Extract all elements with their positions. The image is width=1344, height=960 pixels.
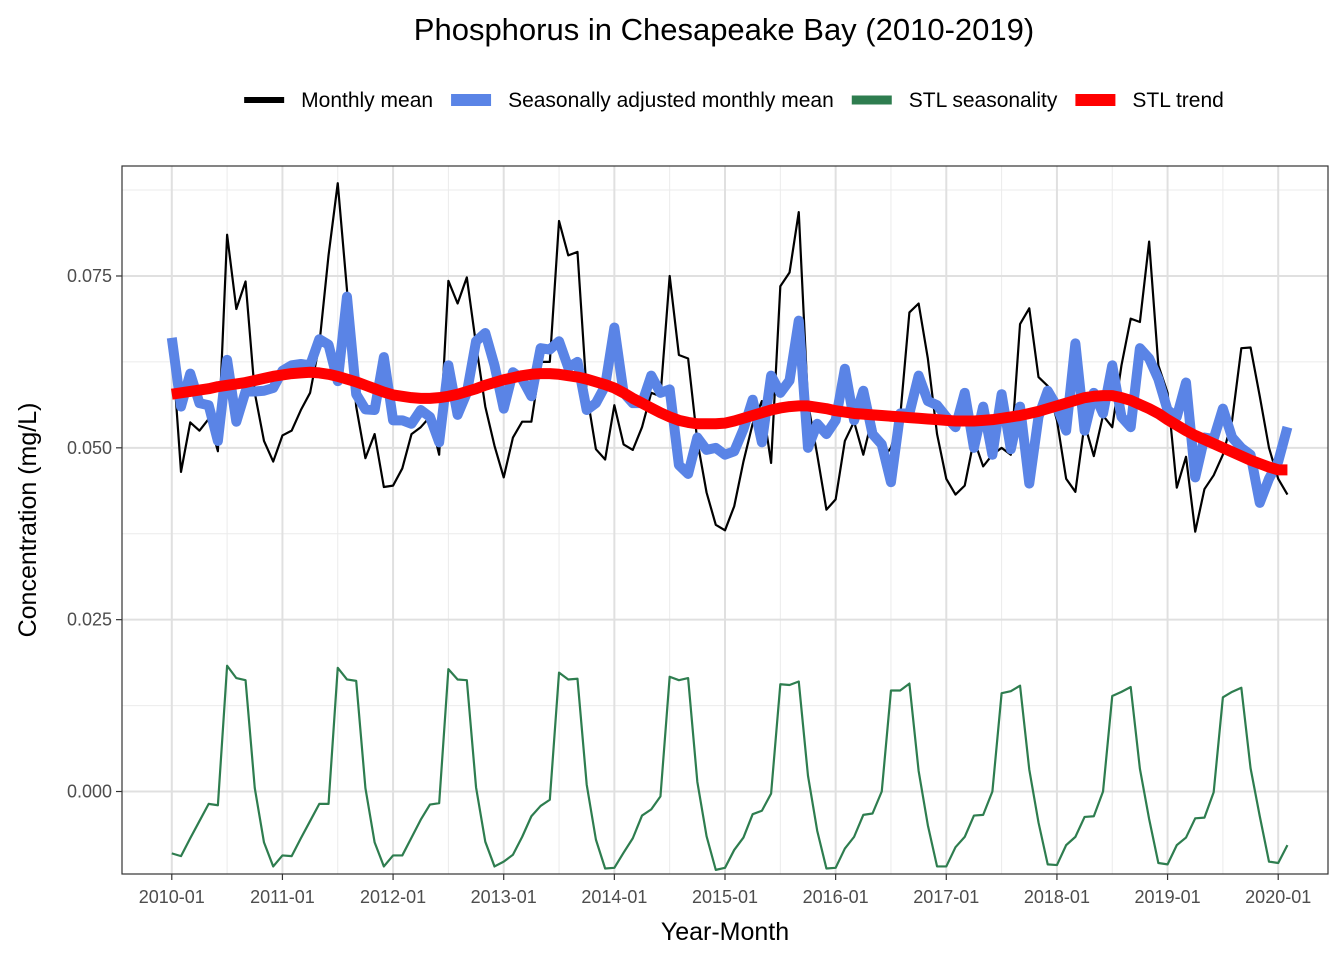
legend-item: Seasonally adjusted monthly mean [451, 89, 834, 112]
legend-label: Seasonally adjusted monthly mean [508, 89, 834, 112]
x-tick-label: 2018-01 [1024, 887, 1090, 907]
x-axis-title: Year-Month [661, 918, 789, 946]
series-monthly-mean [170, 182, 1289, 533]
x-tick-label: 2020-01 [1245, 887, 1311, 907]
x-tick-label: 2014-01 [581, 887, 647, 907]
legend-label: STL seasonality [909, 89, 1058, 112]
x-tick-label: 2015-01 [692, 887, 758, 907]
x-tick-label: 2013-01 [471, 887, 537, 907]
legend-label: STL trend [1132, 89, 1223, 112]
series-seasonally-adjusted [166, 291, 1293, 508]
y-tick-label: 0.025 [67, 610, 112, 630]
plot-panel [121, 165, 1329, 875]
x-tick-label: 2011-01 [250, 887, 315, 907]
y-axis-title: Concentration (mg/L) [14, 403, 42, 638]
series-stl-seasonality [171, 664, 1289, 871]
legend: Monthly mean Seasonally adjusted monthly … [244, 89, 1224, 112]
y-axis: 0.000 0.025 0.050 0.075 [67, 266, 122, 802]
legend-key [851, 95, 892, 105]
legend-label: Monthly mean [301, 89, 433, 112]
grid-major [122, 166, 1328, 874]
x-tick-label: 2016-01 [803, 887, 869, 907]
x-axis: 2010-01 2011-01 2012-01 2013-01 2014-01 2015-… [139, 874, 1311, 907]
x-tick-label: 2012-01 [360, 887, 426, 907]
y-tick-label: 0.050 [67, 438, 112, 458]
legend-item: STL seasonality [851, 89, 1058, 112]
legend-item: Monthly mean [244, 89, 433, 112]
chart-title: Phosphorus in Chesapeake Bay (2010-2019) [414, 12, 1034, 47]
y-tick-label: 0.000 [67, 782, 112, 802]
series-layer [166, 182, 1293, 871]
legend-item: STL trend [1075, 89, 1224, 112]
legend-key [244, 97, 285, 103]
legend-key [451, 94, 492, 106]
series-stl-trend [170, 366, 1288, 476]
x-tick-label: 2010-01 [139, 887, 205, 907]
legend-key [1075, 94, 1116, 106]
x-tick-label: 2017-01 [913, 887, 979, 907]
y-tick-label: 0.075 [67, 266, 112, 286]
x-tick-label: 2019-01 [1135, 887, 1201, 907]
